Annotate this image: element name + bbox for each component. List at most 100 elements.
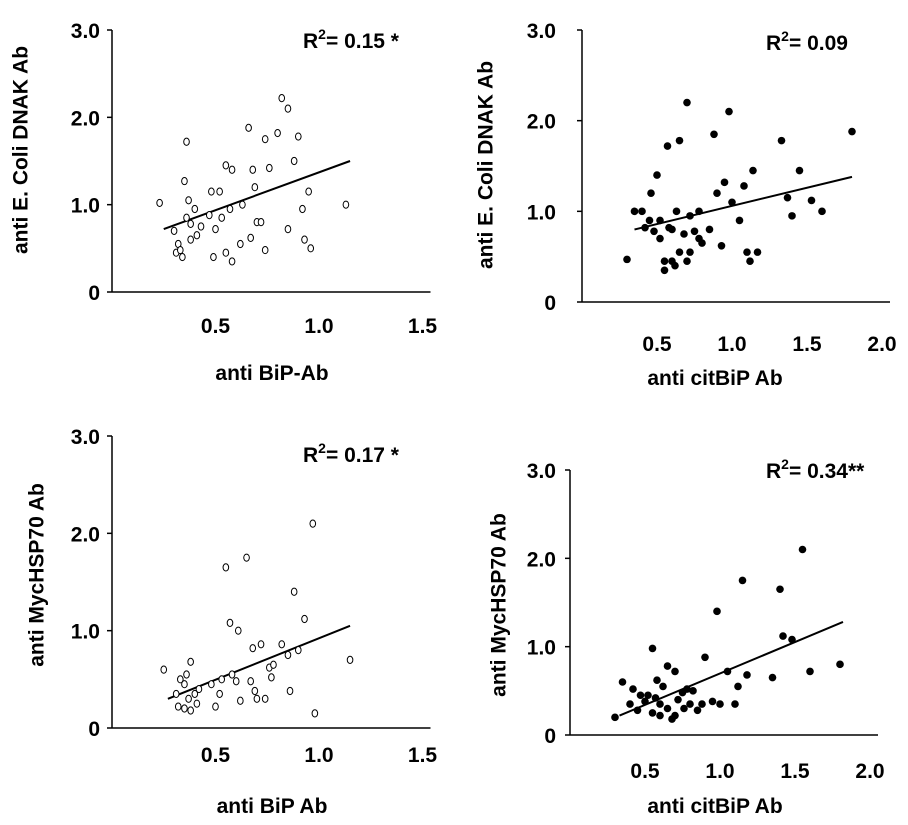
- data-point: [735, 216, 744, 225]
- data-point: [299, 204, 306, 214]
- y-tick-label: 0: [544, 725, 556, 748]
- r-squared-annotation: R2= 0.17 *: [303, 440, 400, 467]
- data-point: [286, 686, 294, 696]
- data-point: [228, 670, 236, 679]
- data-point: [251, 183, 259, 192]
- x-axis-label: anti citBiP Ab: [647, 795, 782, 818]
- data-point: [629, 685, 637, 693]
- data-point: [645, 216, 654, 225]
- data-point: [641, 223, 649, 232]
- data-point: [806, 667, 814, 676]
- data-point: [611, 713, 619, 722]
- data-point: [663, 704, 672, 713]
- y-tick-label: 3.0: [527, 460, 556, 483]
- x-tick-label: 1.5: [792, 333, 822, 356]
- data-point: [208, 680, 215, 689]
- r-squared-annotation: R2= 0.34**: [766, 456, 865, 483]
- y-tick-label: 1.0: [71, 195, 100, 218]
- data-point: [307, 244, 315, 253]
- y-tick-label: 2.0: [527, 111, 556, 134]
- data-point: [689, 687, 697, 695]
- data-point: [301, 235, 308, 244]
- x-axis-label: anti BiP-Ab: [215, 362, 328, 385]
- y-axis-label: anti MycHSP70 Ab: [26, 483, 49, 667]
- data-point: [701, 653, 709, 662]
- data-point: [686, 248, 694, 256]
- data-point: [346, 655, 354, 664]
- data-point: [268, 673, 275, 682]
- scatter-panel-3: 0 1.0 2.0 3.0 0.5 1.0 1.5 anti BiP Ab anti MycHS…: [26, 426, 438, 818]
- data-point: [653, 676, 661, 685]
- data-point: [232, 677, 240, 686]
- data-point: [690, 227, 699, 236]
- data-point: [181, 680, 188, 689]
- data-point: [672, 207, 681, 216]
- data-point: [633, 706, 642, 715]
- data-point: [187, 219, 194, 228]
- data-point: [674, 695, 682, 704]
- data-point: [309, 519, 317, 528]
- data-point: [713, 189, 721, 197]
- data-point: [671, 711, 679, 720]
- data-point: [187, 657, 194, 666]
- data-point: [257, 640, 265, 649]
- x-axis-label: anti BiP Ab: [217, 795, 328, 818]
- y-tick-label: 1.0: [527, 201, 556, 224]
- data-point: [257, 218, 265, 227]
- data-point: [636, 691, 645, 700]
- data-point: [305, 187, 312, 196]
- y-axis-label: anti MycHSP70 Ab: [488, 513, 511, 697]
- data-point: [174, 702, 182, 711]
- y-tick-label: 1.0: [71, 621, 100, 644]
- data-point: [749, 166, 757, 175]
- data-point: [290, 156, 298, 166]
- x-tick-label: 1.5: [780, 760, 810, 783]
- data-point: [210, 252, 217, 262]
- data-point: [249, 165, 257, 174]
- data-point: [237, 696, 244, 705]
- data-point: [226, 204, 234, 214]
- data-point: [680, 704, 688, 713]
- data-point: [177, 675, 184, 684]
- y-tick-label: 2.0: [71, 523, 100, 546]
- data-point: [671, 261, 679, 270]
- x-tick-label: 1.0: [304, 744, 333, 767]
- data-point: [208, 187, 215, 196]
- data-point: [818, 207, 826, 216]
- data-point: [187, 706, 194, 715]
- x-tick-label: 2.0: [867, 333, 896, 356]
- data-point: [836, 660, 844, 669]
- data-point: [261, 135, 269, 144]
- data-point: [710, 130, 718, 139]
- data-point: [251, 686, 259, 696]
- data-point: [228, 257, 236, 266]
- data-point: [170, 226, 178, 235]
- data-point: [205, 211, 213, 220]
- data-point: [731, 700, 739, 708]
- data-point: [638, 207, 646, 216]
- y-tick-label: 2.0: [71, 107, 100, 130]
- data-point: [191, 204, 199, 214]
- data-point: [659, 682, 667, 691]
- data-point: [776, 585, 784, 594]
- data-point: [261, 245, 269, 255]
- data-point: [295, 646, 302, 655]
- r-squared-annotation: R2= 0.15 *: [303, 26, 400, 53]
- data-point: [720, 178, 729, 187]
- data-point: [683, 98, 691, 107]
- data-point: [239, 200, 246, 209]
- data-point: [274, 128, 281, 138]
- data-point: [693, 706, 702, 715]
- data-point: [671, 667, 679, 676]
- data-point: [618, 678, 627, 686]
- data-point: [698, 700, 706, 708]
- x-tick-label: 0.5: [201, 744, 231, 767]
- data-point: [342, 200, 350, 209]
- data-point: [270, 660, 277, 669]
- data-point: [705, 225, 714, 234]
- data-point: [788, 635, 796, 644]
- y-tick-label: 0: [88, 282, 100, 305]
- data-point: [177, 245, 184, 255]
- data-point: [768, 673, 777, 682]
- y-axis-label: anti E. Coli DNAK Ab: [475, 61, 498, 269]
